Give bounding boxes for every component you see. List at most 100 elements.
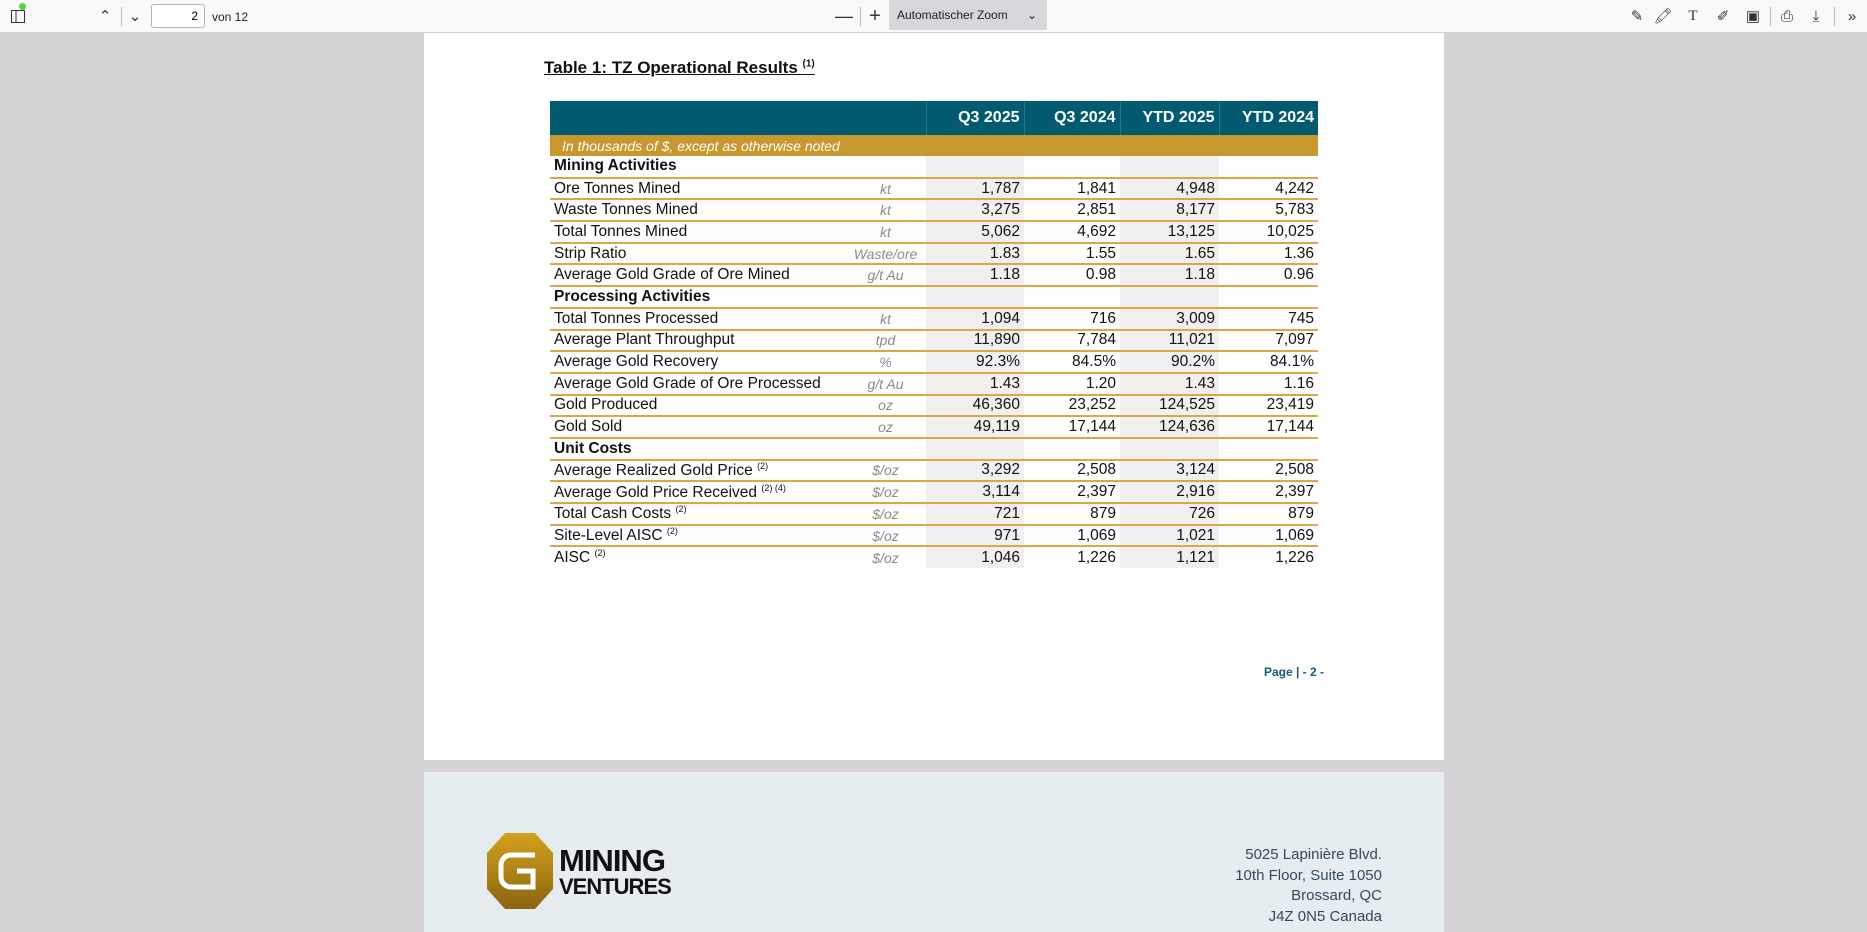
draw-icon[interactable]: ✐: [1716, 8, 1730, 25]
footnote-ref: (2): [666, 525, 678, 536]
value-cell: 2,397: [1219, 481, 1318, 504]
unit-cell: kt: [845, 199, 926, 223]
value-cell: 5,062: [926, 221, 1024, 244]
text-tool-icon[interactable]: T: [1688, 7, 1698, 24]
row-label-text: Strip Ratio: [554, 244, 627, 262]
address-line: 5025 Lapinière Blvd.: [1245, 846, 1382, 863]
address-line: 10th Floor, Suite 1050: [1235, 866, 1382, 884]
value-cell: 84.5%: [1024, 351, 1120, 374]
value-cell: [1219, 437, 1318, 461]
table-row: Average Gold Grade of Ore Mined g/t Au 1.1…: [550, 264, 1318, 288]
table-title-text: Table 1: TZ Operational Results: [544, 58, 798, 77]
value-cell: 1,069: [1219, 524, 1318, 548]
value-cell: 11,021: [1120, 329, 1219, 353]
row-label: Site-Level AISC (2): [550, 524, 845, 548]
value-cell: 716: [1024, 307, 1120, 331]
header-q3-2024: Q3 2024: [1023, 101, 1120, 135]
footnote-ref: (2): [675, 504, 687, 515]
row-label-text: Unit Costs: [554, 439, 632, 457]
more-tools-icon[interactable]: »: [1847, 7, 1857, 25]
row-label-text: Average Gold Grade of Ore Processed: [554, 374, 821, 392]
value-cell: 1.43: [926, 372, 1024, 396]
page-count: von 12: [212, 10, 249, 24]
unit-cell: kt: [845, 177, 926, 201]
value-cell: [926, 286, 1024, 309]
edit-pdf-icon[interactable]: ✎: [1630, 8, 1644, 25]
next-page-button[interactable]: ⌄: [128, 8, 142, 25]
row-label-text: Total Tonnes Mined: [554, 222, 688, 240]
table-title: Table 1: TZ Operational Results (1): [544, 58, 815, 78]
unit-cell: [845, 286, 926, 309]
table-header-row: Q3 2025 Q3 2024 YTD 2025 YTD 2024: [550, 101, 1318, 135]
table-row: Gold Sold oz 49,119 17,144 124,636 17,144: [550, 416, 1318, 439]
value-cell: 971: [926, 524, 1024, 548]
value-cell: 1,226: [1275, 548, 1314, 566]
unit-cell: oz: [845, 394, 926, 418]
row-label-text: Ore Tonnes Mined: [554, 179, 681, 197]
zoom-in-button[interactable]: +: [869, 4, 881, 27]
value-cell: [1024, 156, 1120, 179]
save-icon[interactable]: ⤓: [1812, 7, 1820, 25]
footnote-ref: (2) (4): [761, 482, 786, 493]
table-row: Average Gold Price Received (2) (4) $/oz 3…: [550, 481, 1318, 504]
row-label: Ore Tonnes Mined: [550, 177, 845, 201]
value-cell: 2,508: [1024, 459, 1120, 483]
row-label-text: Waste Tonnes Mined: [554, 201, 698, 219]
unit-cell: kt: [845, 221, 926, 244]
previous-page-button[interactable]: ⌃: [98, 8, 112, 25]
value-cell: 721: [926, 503, 1024, 526]
header-ytd-2025: YTD 2025: [1119, 101, 1219, 135]
row-label: Average Gold Recovery: [550, 351, 845, 374]
image-icon[interactable]: ▣: [1745, 8, 1761, 25]
value-cell: 0.98: [1024, 264, 1120, 288]
table-row: Average Realized Gold Price (2) $/oz 3,292…: [550, 459, 1318, 483]
header-blank: [845, 101, 926, 135]
row-label: Average Gold Grade of Ore Processed: [550, 372, 845, 396]
page-number-input[interactable]: [151, 4, 205, 28]
pdf-page-2: Table 1: TZ Operational Results (1) Q3 2…: [424, 33, 1444, 760]
highlight-icon[interactable]: 🖍: [1653, 8, 1673, 25]
value-cell: 1.36: [1219, 242, 1318, 266]
table-row: Average Gold Grade of Ore Processed g/t A…: [550, 372, 1318, 396]
table-row: Site-Level AISC (2) $/oz 971 1,069 1,021 1,06…: [550, 524, 1318, 548]
unit-cell: $/oz: [845, 481, 926, 504]
row-label: Strip Ratio: [550, 242, 845, 266]
row-label: Total Tonnes Processed: [550, 307, 845, 331]
value-cell: 1.18: [926, 264, 1024, 288]
value-cell: 1,069: [1024, 524, 1120, 548]
footnote-ref: (2): [594, 548, 606, 559]
value-cell: 1,841: [1024, 177, 1120, 201]
value-cell: 1.55: [1024, 242, 1120, 266]
zoom-select[interactable]: Automatischer Zoom ⌄: [889, 0, 1047, 30]
row-label-text: Total Tonnes Processed: [554, 309, 719, 327]
value-cell: 2,508: [1219, 459, 1318, 483]
section-row: Unit Costs: [550, 437, 1318, 461]
unit-cell: [845, 437, 926, 461]
value-cell: 1,021: [1120, 524, 1219, 548]
value-cell: 879: [1219, 503, 1318, 526]
address-line: J4Z 0N5 Canada: [1268, 907, 1382, 925]
row-label: Average Plant Throughput: [550, 329, 845, 353]
table-row: Waste Tonnes Mined kt 3,275 2,851 8,177 5,783: [550, 199, 1318, 223]
chevron-down-icon: ⌄: [1026, 8, 1037, 22]
row-label: Waste Tonnes Mined: [550, 199, 845, 223]
zoom-out-button[interactable]: —: [835, 5, 853, 26]
value-cell: 745: [1219, 307, 1318, 331]
sidebar-toggle-icon[interactable]: [6, 4, 30, 28]
units-note-row: In thousands of $, except as otherwise n…: [550, 135, 1318, 156]
table-row: Total Tonnes Mined kt 5,062 4,692 13,125 10,0…: [550, 221, 1318, 244]
company-address: 5025 Lapinière Blvd. 10th Floor, Suite 1…: [1235, 845, 1382, 927]
value-cell: 1,226: [1077, 548, 1116, 566]
value-cell: 84.1%: [1219, 351, 1318, 374]
table-row: Average Gold Recovery% 92.3% 84.5% 90.2% 84.…: [550, 351, 1318, 374]
print-icon[interactable]: ⎙: [1780, 7, 1793, 25]
row-label-text: Average Gold Recovery: [554, 353, 719, 371]
row-label: Total Cash Costs (2): [550, 503, 845, 526]
units-note: In thousands of $, except as otherwise n…: [550, 135, 1318, 156]
value-cell: 1,046: [926, 546, 1024, 569]
row-label-text: Gold Produced: [554, 396, 658, 414]
table-row: Total Cash Costs (2) $/oz 721 879 726 879: [550, 503, 1318, 526]
row-label: Total Tonnes Mined: [550, 221, 845, 244]
value-cell: 3,009: [1120, 307, 1219, 331]
row-label: Unit Costs: [550, 437, 845, 461]
